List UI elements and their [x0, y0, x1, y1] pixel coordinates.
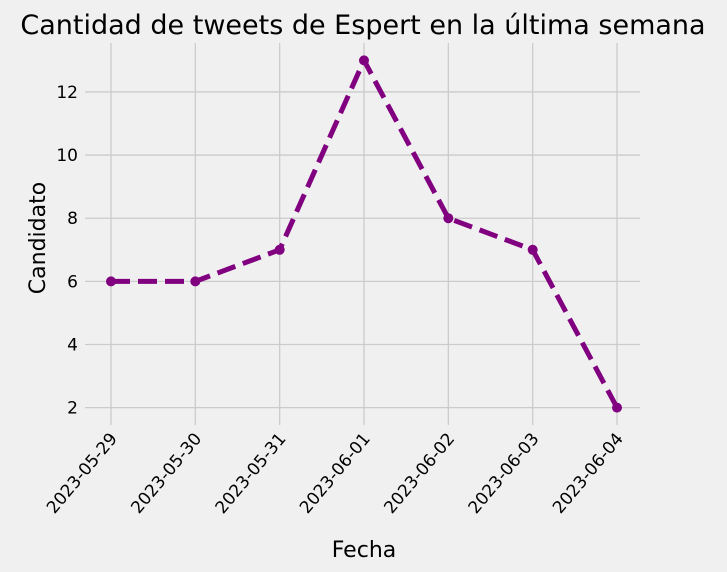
y-tick-label: 12 [56, 83, 78, 103]
y-tick-label: 2 [67, 399, 78, 419]
data-point [190, 276, 201, 287]
data-point [359, 55, 369, 66]
data-point [527, 244, 538, 255]
data-point [443, 213, 454, 224]
x-axis-label: Fecha [332, 538, 397, 563]
marker-layer [106, 55, 622, 413]
y-tick-label: 4 [67, 335, 78, 355]
data-point [612, 402, 622, 413]
y-axis-label: Candidato [26, 182, 51, 294]
y-tick-labels: 2 4 6 8 10 12 [56, 83, 78, 419]
y-tick-label: 10 [56, 146, 78, 166]
data-point [106, 276, 116, 287]
y-tick-label: 8 [67, 209, 78, 229]
data-point [274, 244, 285, 255]
chart-title: Cantidad de tweets de Espert en la últim… [20, 10, 705, 41]
y-tick-label: 6 [67, 272, 78, 292]
